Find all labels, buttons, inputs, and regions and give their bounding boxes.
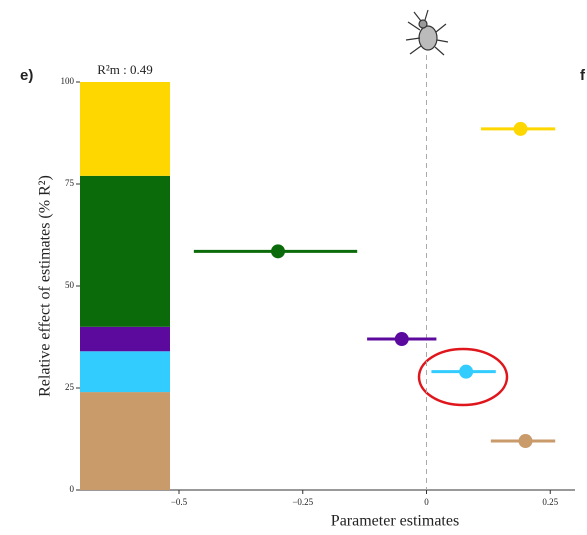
chart: e) f R²m : 0.49 Relative effect of estim… <box>0 0 587 535</box>
y-tick-label: 50 <box>65 280 75 290</box>
stacked-segment <box>80 82 170 176</box>
x-tick-label: −0.25 <box>292 497 313 507</box>
x-tick-label: 0 <box>424 497 429 507</box>
estimate-point <box>519 434 533 448</box>
x-tick-label: −0.5 <box>171 497 188 507</box>
y-tick-label: 75 <box>65 178 75 188</box>
y-axis-title: Relative effect of estimates (% R²) <box>37 175 54 397</box>
estimate-point <box>395 332 409 346</box>
y-tick-label: 0 <box>70 484 75 494</box>
x-axis-title: Parameter estimates <box>331 513 459 530</box>
panel-label: e) <box>20 67 33 84</box>
x-tick-label: 0.25 <box>542 497 558 507</box>
y-tick-label: 100 <box>61 76 75 86</box>
next-panel-label: f <box>580 67 586 84</box>
beetle-icon <box>406 10 448 55</box>
stacked-segment <box>80 327 170 351</box>
estimate-point <box>459 365 473 379</box>
r2-annotation: R²m : 0.49 <box>97 62 153 77</box>
stacked-segment <box>80 351 170 392</box>
estimate-point <box>271 244 285 258</box>
estimate-point <box>514 122 528 136</box>
y-tick-label: 25 <box>65 382 75 392</box>
stacked-segment <box>80 392 170 490</box>
stacked-segment <box>80 176 170 327</box>
